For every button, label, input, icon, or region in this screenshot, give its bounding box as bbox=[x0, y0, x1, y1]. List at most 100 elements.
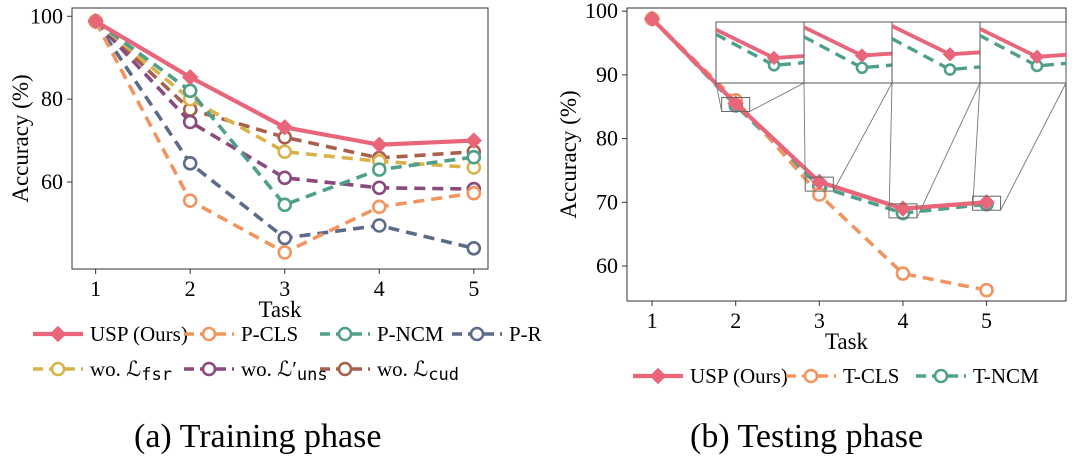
zoom-connector bbox=[888, 82, 893, 218]
data-point bbox=[812, 187, 827, 202]
y-axis-label: Accuracy (%) bbox=[556, 90, 581, 218]
y-tick-label: 80 bbox=[41, 86, 63, 111]
x-tick-label: 1 bbox=[90, 276, 101, 301]
legend-item-usp-ours: USP (Ours) bbox=[33, 322, 188, 346]
plot-area bbox=[643, 10, 995, 298]
data-point bbox=[466, 240, 482, 256]
zoom-data-point bbox=[855, 61, 869, 75]
zoom-content bbox=[716, 27, 804, 72]
series-line bbox=[94, 19, 474, 170]
legend-marker bbox=[469, 326, 485, 342]
data-point bbox=[466, 149, 482, 165]
data-point bbox=[371, 162, 387, 177]
data-point bbox=[371, 180, 387, 196]
data-point bbox=[182, 114, 198, 130]
legend-item-wo-fsr: wo. ℒfsr bbox=[33, 357, 172, 385]
data-point bbox=[277, 144, 293, 160]
series-line bbox=[94, 20, 474, 191]
x-tick-label: 5 bbox=[468, 276, 479, 301]
data-point bbox=[182, 83, 198, 99]
zoom-content bbox=[804, 25, 892, 75]
caption-testing-phase: (b) Testing phase bbox=[690, 418, 924, 455]
legend: USP (Ours) T-CLS T-NCM bbox=[633, 364, 1039, 388]
legend-item-p-r: P-R bbox=[452, 322, 542, 346]
data-point bbox=[895, 266, 911, 281]
data-point bbox=[276, 119, 293, 136]
legend-item-wo-uns: wo. ℒ′uns bbox=[184, 357, 328, 385]
caption-training-phase: (a) Training phase bbox=[134, 418, 382, 455]
x-axis-label: Task bbox=[825, 329, 869, 354]
legend-marker bbox=[337, 361, 353, 377]
legend-label: P-NCM bbox=[377, 322, 444, 346]
y-tick-label: 60 bbox=[596, 253, 618, 278]
legend-label: wo. ℒfsr bbox=[90, 357, 172, 385]
zoom-insets bbox=[715, 21, 1067, 219]
x-tick-label: 5 bbox=[981, 308, 992, 333]
legend-label: T-CLS bbox=[843, 364, 899, 388]
x-tick-label: 4 bbox=[897, 308, 908, 333]
y-tick-label: 100 bbox=[585, 0, 618, 23]
legend-label: T-NCM bbox=[973, 364, 1039, 388]
zoom-data-point bbox=[854, 48, 870, 63]
data-point bbox=[371, 199, 387, 215]
zoom-connector bbox=[832, 82, 893, 192]
legend-marker bbox=[49, 325, 67, 343]
legend-label: USP (Ours) bbox=[90, 322, 188, 346]
legend-marker bbox=[803, 368, 819, 384]
zoom-connector bbox=[916, 82, 981, 219]
zoom-source-box bbox=[721, 96, 751, 112]
zoom-connector bbox=[972, 82, 981, 211]
legend-item-t-ncm: T-NCM bbox=[916, 364, 1039, 388]
zoom-content bbox=[980, 26, 1066, 73]
y-tick-label: 60 bbox=[41, 169, 63, 194]
y-tick-label: 90 bbox=[596, 62, 618, 87]
zoom-content bbox=[892, 23, 980, 76]
zoom-connector bbox=[715, 82, 723, 112]
zoom-panel bbox=[891, 21, 981, 84]
x-tick-label: 3 bbox=[279, 276, 290, 301]
zoom-data-point bbox=[1029, 49, 1045, 64]
x-axis-label: Task bbox=[258, 297, 302, 322]
chart-training-phase: 60 80 100 1 2 3 4 5 Task Accuracy (%) USP (Ours) P-… bbox=[8, 3, 542, 385]
data-point bbox=[465, 132, 483, 149]
zoom-connector bbox=[749, 82, 805, 112]
data-point bbox=[811, 173, 828, 191]
legend-marker bbox=[649, 367, 667, 385]
zoom-data-point bbox=[766, 50, 782, 66]
legend-marker bbox=[933, 368, 949, 384]
zoom-connector bbox=[1000, 82, 1067, 211]
legend: USP (Ours) P-CLS P-NCM P-R wo. ℒfsr wo. ℒ′uns… bbox=[33, 322, 542, 385]
y-tick-label: 80 bbox=[596, 126, 618, 151]
y-axis-label: Accuracy (%) bbox=[8, 74, 33, 202]
x-tick-label: 2 bbox=[730, 308, 741, 333]
zoom-panel-frame bbox=[803, 21, 893, 84]
data-point bbox=[182, 156, 198, 171]
legend-label: P-R bbox=[509, 322, 542, 346]
data-point bbox=[277, 230, 293, 246]
x-tick-label: 4 bbox=[374, 276, 385, 301]
data-point bbox=[643, 10, 661, 28]
y-tick-label: 70 bbox=[596, 189, 618, 214]
data-point bbox=[277, 170, 293, 186]
legend-label: wo. ℒ′uns bbox=[241, 357, 328, 385]
zoom-connector bbox=[803, 82, 806, 192]
plot-area bbox=[87, 13, 483, 260]
zoom-panel bbox=[979, 21, 1067, 84]
legend-item-p-ncm: P-NCM bbox=[320, 322, 444, 346]
legend-marker bbox=[337, 326, 353, 342]
data-point bbox=[87, 13, 104, 30]
series-usp-ours bbox=[643, 10, 995, 217]
x-tick-label: 2 bbox=[185, 276, 196, 301]
data-point bbox=[277, 197, 293, 213]
data-point bbox=[181, 68, 199, 86]
legend-label: wo. ℒcud bbox=[377, 357, 459, 385]
series-line bbox=[94, 19, 475, 207]
y-tick-label: 100 bbox=[30, 3, 63, 28]
x-tick-label: 3 bbox=[814, 308, 825, 333]
zoom-panel-frame bbox=[979, 21, 1067, 84]
legend-marker bbox=[201, 326, 217, 342]
zoom-panel bbox=[715, 21, 805, 84]
data-point bbox=[371, 136, 388, 153]
legend-label: USP (Ours) bbox=[690, 364, 788, 388]
